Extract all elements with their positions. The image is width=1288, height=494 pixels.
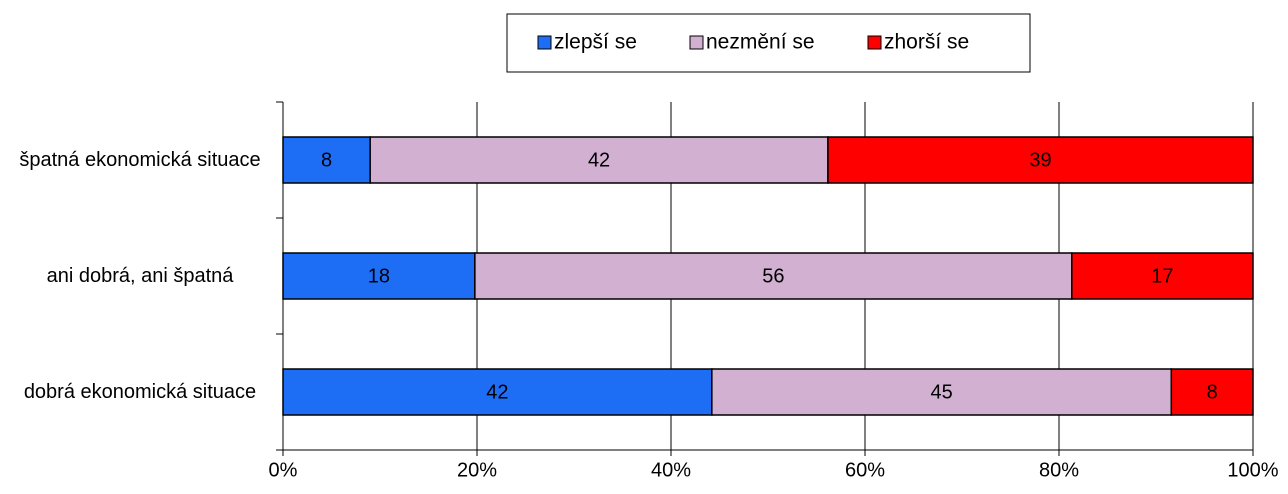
y-tick-label: ani dobrá, ani špatná xyxy=(46,265,234,287)
legend-label: zlepší se xyxy=(554,31,637,54)
legend-swatch xyxy=(867,35,882,50)
legend-swatch xyxy=(689,35,704,50)
bar-segment xyxy=(1071,252,1254,300)
x-tick-label: 100% xyxy=(1227,459,1278,481)
x-tick-label: 40% xyxy=(651,459,691,481)
data-label: 17 xyxy=(1151,265,1173,287)
data-label: 8 xyxy=(1207,381,1218,403)
legend-swatch xyxy=(537,35,552,50)
bar-segment xyxy=(1170,368,1254,416)
data-label: 56 xyxy=(762,265,784,287)
y-tick-label: dobrá ekonomická situace xyxy=(23,381,257,403)
data-label: 39 xyxy=(1029,149,1051,171)
bar-segment xyxy=(369,136,829,184)
x-tick-label: 20% xyxy=(457,459,497,481)
bar-segment xyxy=(827,136,1254,184)
data-label: 42 xyxy=(588,149,610,171)
data-label: 18 xyxy=(368,265,390,287)
x-tick-label: 80% xyxy=(1039,459,1079,481)
x-tick-label: 60% xyxy=(845,459,885,481)
x-tick-label: 0% xyxy=(269,459,298,481)
legend-label: nezmění se xyxy=(706,31,815,54)
legend: zlepší se nezmění se zhorší se xyxy=(506,13,1031,73)
data-label: 8 xyxy=(321,149,332,171)
y-tick-label: špatná ekonomická situace xyxy=(19,149,261,171)
data-label: 42 xyxy=(486,381,508,403)
bar-segment xyxy=(711,368,1173,416)
data-label: 45 xyxy=(930,381,952,403)
legend-box xyxy=(506,13,1031,73)
bar-segment xyxy=(282,252,476,300)
legend-label: zhorší se xyxy=(884,31,969,54)
